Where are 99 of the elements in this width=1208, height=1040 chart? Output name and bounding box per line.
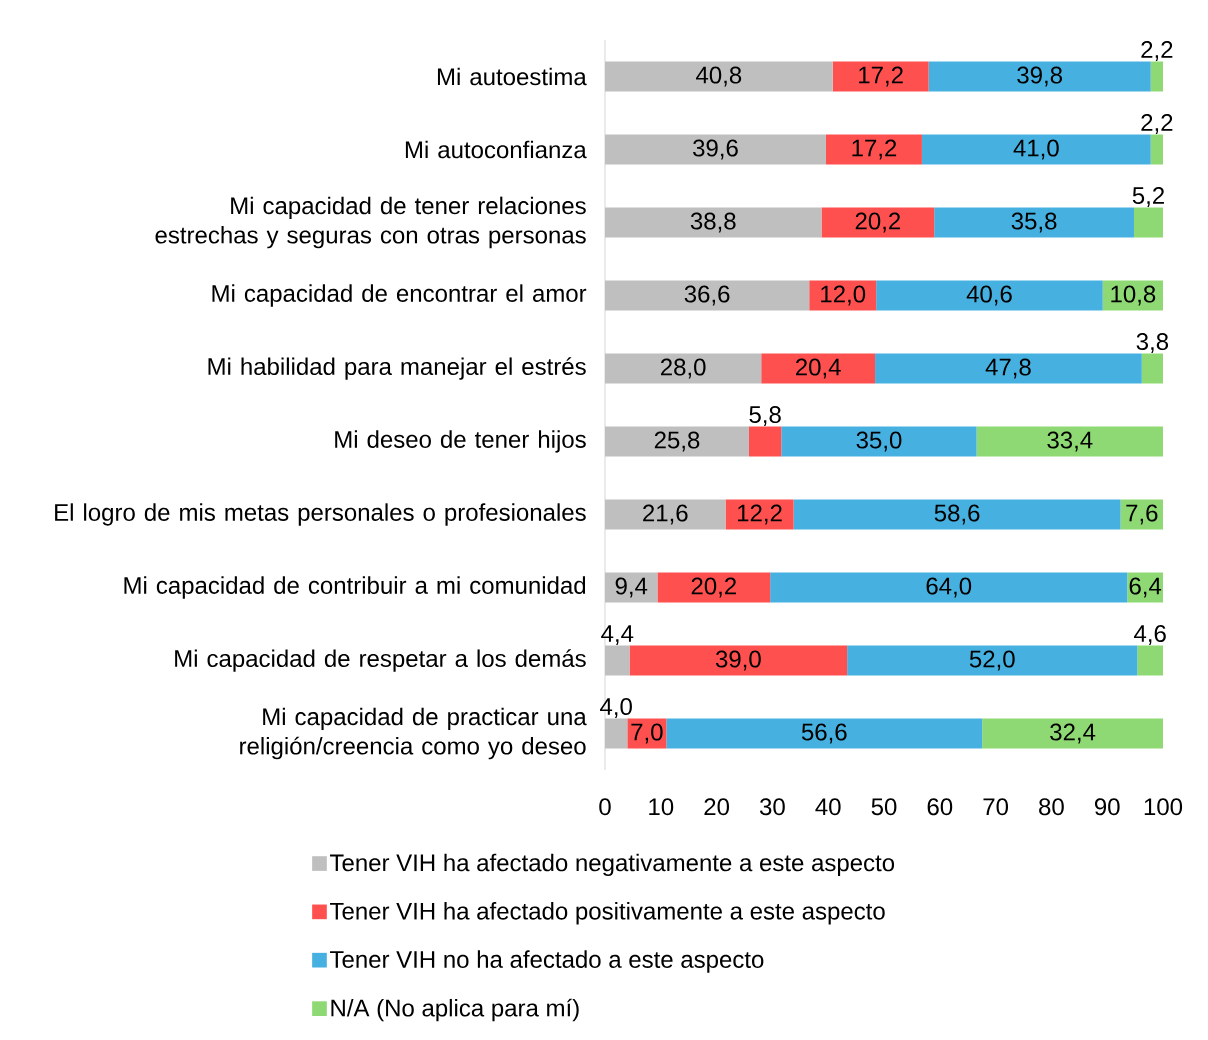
data-label: 17,2 bbox=[859, 66, 903, 87]
x-tick-label: 60 bbox=[927, 798, 953, 816]
legend-label: Tener VIH ha afectado positivamente a este aspecto bbox=[330, 902, 885, 925]
data-label: 5,2 bbox=[1132, 187, 1164, 207]
bar bbox=[793, 499, 1121, 530]
data-label: 35,0 bbox=[856, 431, 902, 452]
bar bbox=[1133, 207, 1163, 238]
data-label: 47,8 bbox=[985, 358, 1031, 379]
y-tick-label: El logro de mis metas personales o profesionales bbox=[55, 503, 586, 526]
data-label: 10,8 bbox=[1111, 285, 1156, 306]
legend-label: Tener VIH no ha afectado a este aspecto bbox=[330, 950, 764, 973]
bar bbox=[605, 280, 810, 311]
x-tick-label: 90 bbox=[1094, 798, 1120, 816]
bar bbox=[832, 61, 929, 92]
bar bbox=[605, 499, 726, 530]
data-label: 38,8 bbox=[690, 212, 736, 233]
bar bbox=[825, 134, 922, 165]
data-label: 28,0 bbox=[660, 358, 706, 379]
bar bbox=[761, 353, 876, 384]
bar bbox=[821, 207, 935, 238]
bar bbox=[982, 718, 1163, 749]
bar bbox=[934, 207, 1134, 238]
bar bbox=[921, 134, 1151, 165]
data-label: 20,2 bbox=[855, 212, 901, 233]
x-tick-label: 10 bbox=[649, 798, 674, 816]
bar bbox=[976, 426, 1163, 457]
data-label: 56,6 bbox=[801, 723, 847, 744]
data-label: 4,4 bbox=[601, 625, 634, 645]
data-label: 4,0 bbox=[600, 698, 632, 718]
bar bbox=[605, 61, 833, 92]
data-label: 64,0 bbox=[926, 577, 972, 598]
data-label: 2,2 bbox=[1141, 41, 1173, 61]
data-label: 7,0 bbox=[631, 723, 663, 744]
x-tick-label: 30 bbox=[759, 798, 785, 816]
data-label: 36,6 bbox=[684, 285, 730, 306]
bar bbox=[629, 645, 848, 676]
y-tick-label: Mi capacidad de practicar una religión/creencia como yo deseo bbox=[240, 707, 587, 760]
bar bbox=[748, 426, 782, 457]
bar bbox=[770, 572, 1128, 603]
x-tick-label: 0 bbox=[599, 798, 611, 816]
data-label: 58,6 bbox=[934, 504, 980, 525]
y-tick-label: Mi autoestima bbox=[437, 67, 587, 86]
bar bbox=[666, 718, 983, 749]
y-tick-label: Mi capacidad de contribuir a mi comunidad bbox=[124, 576, 586, 599]
data-label: 3,8 bbox=[1136, 333, 1169, 353]
x-tick-label: 70 bbox=[983, 798, 1009, 816]
data-label: 20,4 bbox=[796, 358, 841, 379]
data-label: 5,8 bbox=[749, 406, 781, 426]
bar bbox=[875, 353, 1142, 384]
data-label: 52,0 bbox=[969, 650, 1015, 671]
x-tick-label: 20 bbox=[704, 798, 730, 816]
data-label: 12,2 bbox=[738, 504, 782, 525]
bar bbox=[1150, 134, 1163, 165]
data-label: 41,0 bbox=[1013, 139, 1059, 160]
data-label: 9,4 bbox=[615, 577, 648, 598]
data-label: 2,2 bbox=[1141, 114, 1173, 134]
data-label: 6,4 bbox=[1129, 577, 1162, 598]
data-label: 35,8 bbox=[1011, 212, 1057, 233]
bar bbox=[605, 134, 826, 165]
data-label: 40,8 bbox=[696, 66, 742, 87]
legend-label: Tener VIH ha afectado negativamente a este aspecto bbox=[330, 853, 895, 877]
x-tick-label: 80 bbox=[1039, 798, 1064, 816]
y-tick-label: Mi capacidad de encontrar el amor bbox=[212, 284, 587, 307]
y-tick-label: Mi autoconfianza bbox=[405, 140, 587, 159]
bar bbox=[928, 61, 1151, 92]
bar bbox=[657, 572, 771, 603]
x-tick-label: 100 bbox=[1144, 798, 1183, 816]
bar bbox=[1141, 353, 1163, 384]
data-label: 12,0 bbox=[821, 285, 866, 306]
y-tick-label: Mi capacidad de tener relaciones estrechas y seguras con otras personas bbox=[155, 196, 586, 249]
data-label: 21,6 bbox=[643, 504, 688, 525]
data-label: 7,6 bbox=[1126, 504, 1158, 525]
legend-label: N/A (No aplica para mí) bbox=[331, 998, 579, 1022]
bar bbox=[605, 645, 630, 676]
bar bbox=[605, 426, 749, 457]
data-label: 40,6 bbox=[966, 285, 1012, 306]
data-label: 39,8 bbox=[1017, 66, 1062, 87]
bar bbox=[781, 426, 977, 457]
data-label: 17,2 bbox=[852, 139, 897, 160]
bar bbox=[605, 353, 762, 384]
bar bbox=[1150, 61, 1163, 92]
bar bbox=[809, 280, 877, 311]
data-label: 39,0 bbox=[715, 650, 761, 671]
bar bbox=[876, 280, 1103, 311]
data-label: 39,6 bbox=[693, 139, 738, 160]
data-label: 20,2 bbox=[691, 577, 736, 598]
data-label: 33,4 bbox=[1047, 431, 1093, 452]
y-tick-label: Mi deseo de tener hijos bbox=[335, 430, 586, 453]
y-tick-label: Mi capacidad de respetar a los demás bbox=[175, 649, 586, 672]
data-label: 32,4 bbox=[1050, 723, 1096, 744]
y-tick-label: Mi habilidad para manejar el estrés bbox=[208, 357, 586, 380]
bar bbox=[605, 207, 822, 238]
bar bbox=[1137, 645, 1163, 676]
bar bbox=[847, 645, 1138, 676]
data-label: 4,6 bbox=[1134, 625, 1166, 645]
bar bbox=[605, 718, 628, 749]
data-label: 25,8 bbox=[654, 431, 700, 452]
x-tick-label: 50 bbox=[871, 798, 897, 816]
x-tick-label: 40 bbox=[815, 798, 841, 816]
